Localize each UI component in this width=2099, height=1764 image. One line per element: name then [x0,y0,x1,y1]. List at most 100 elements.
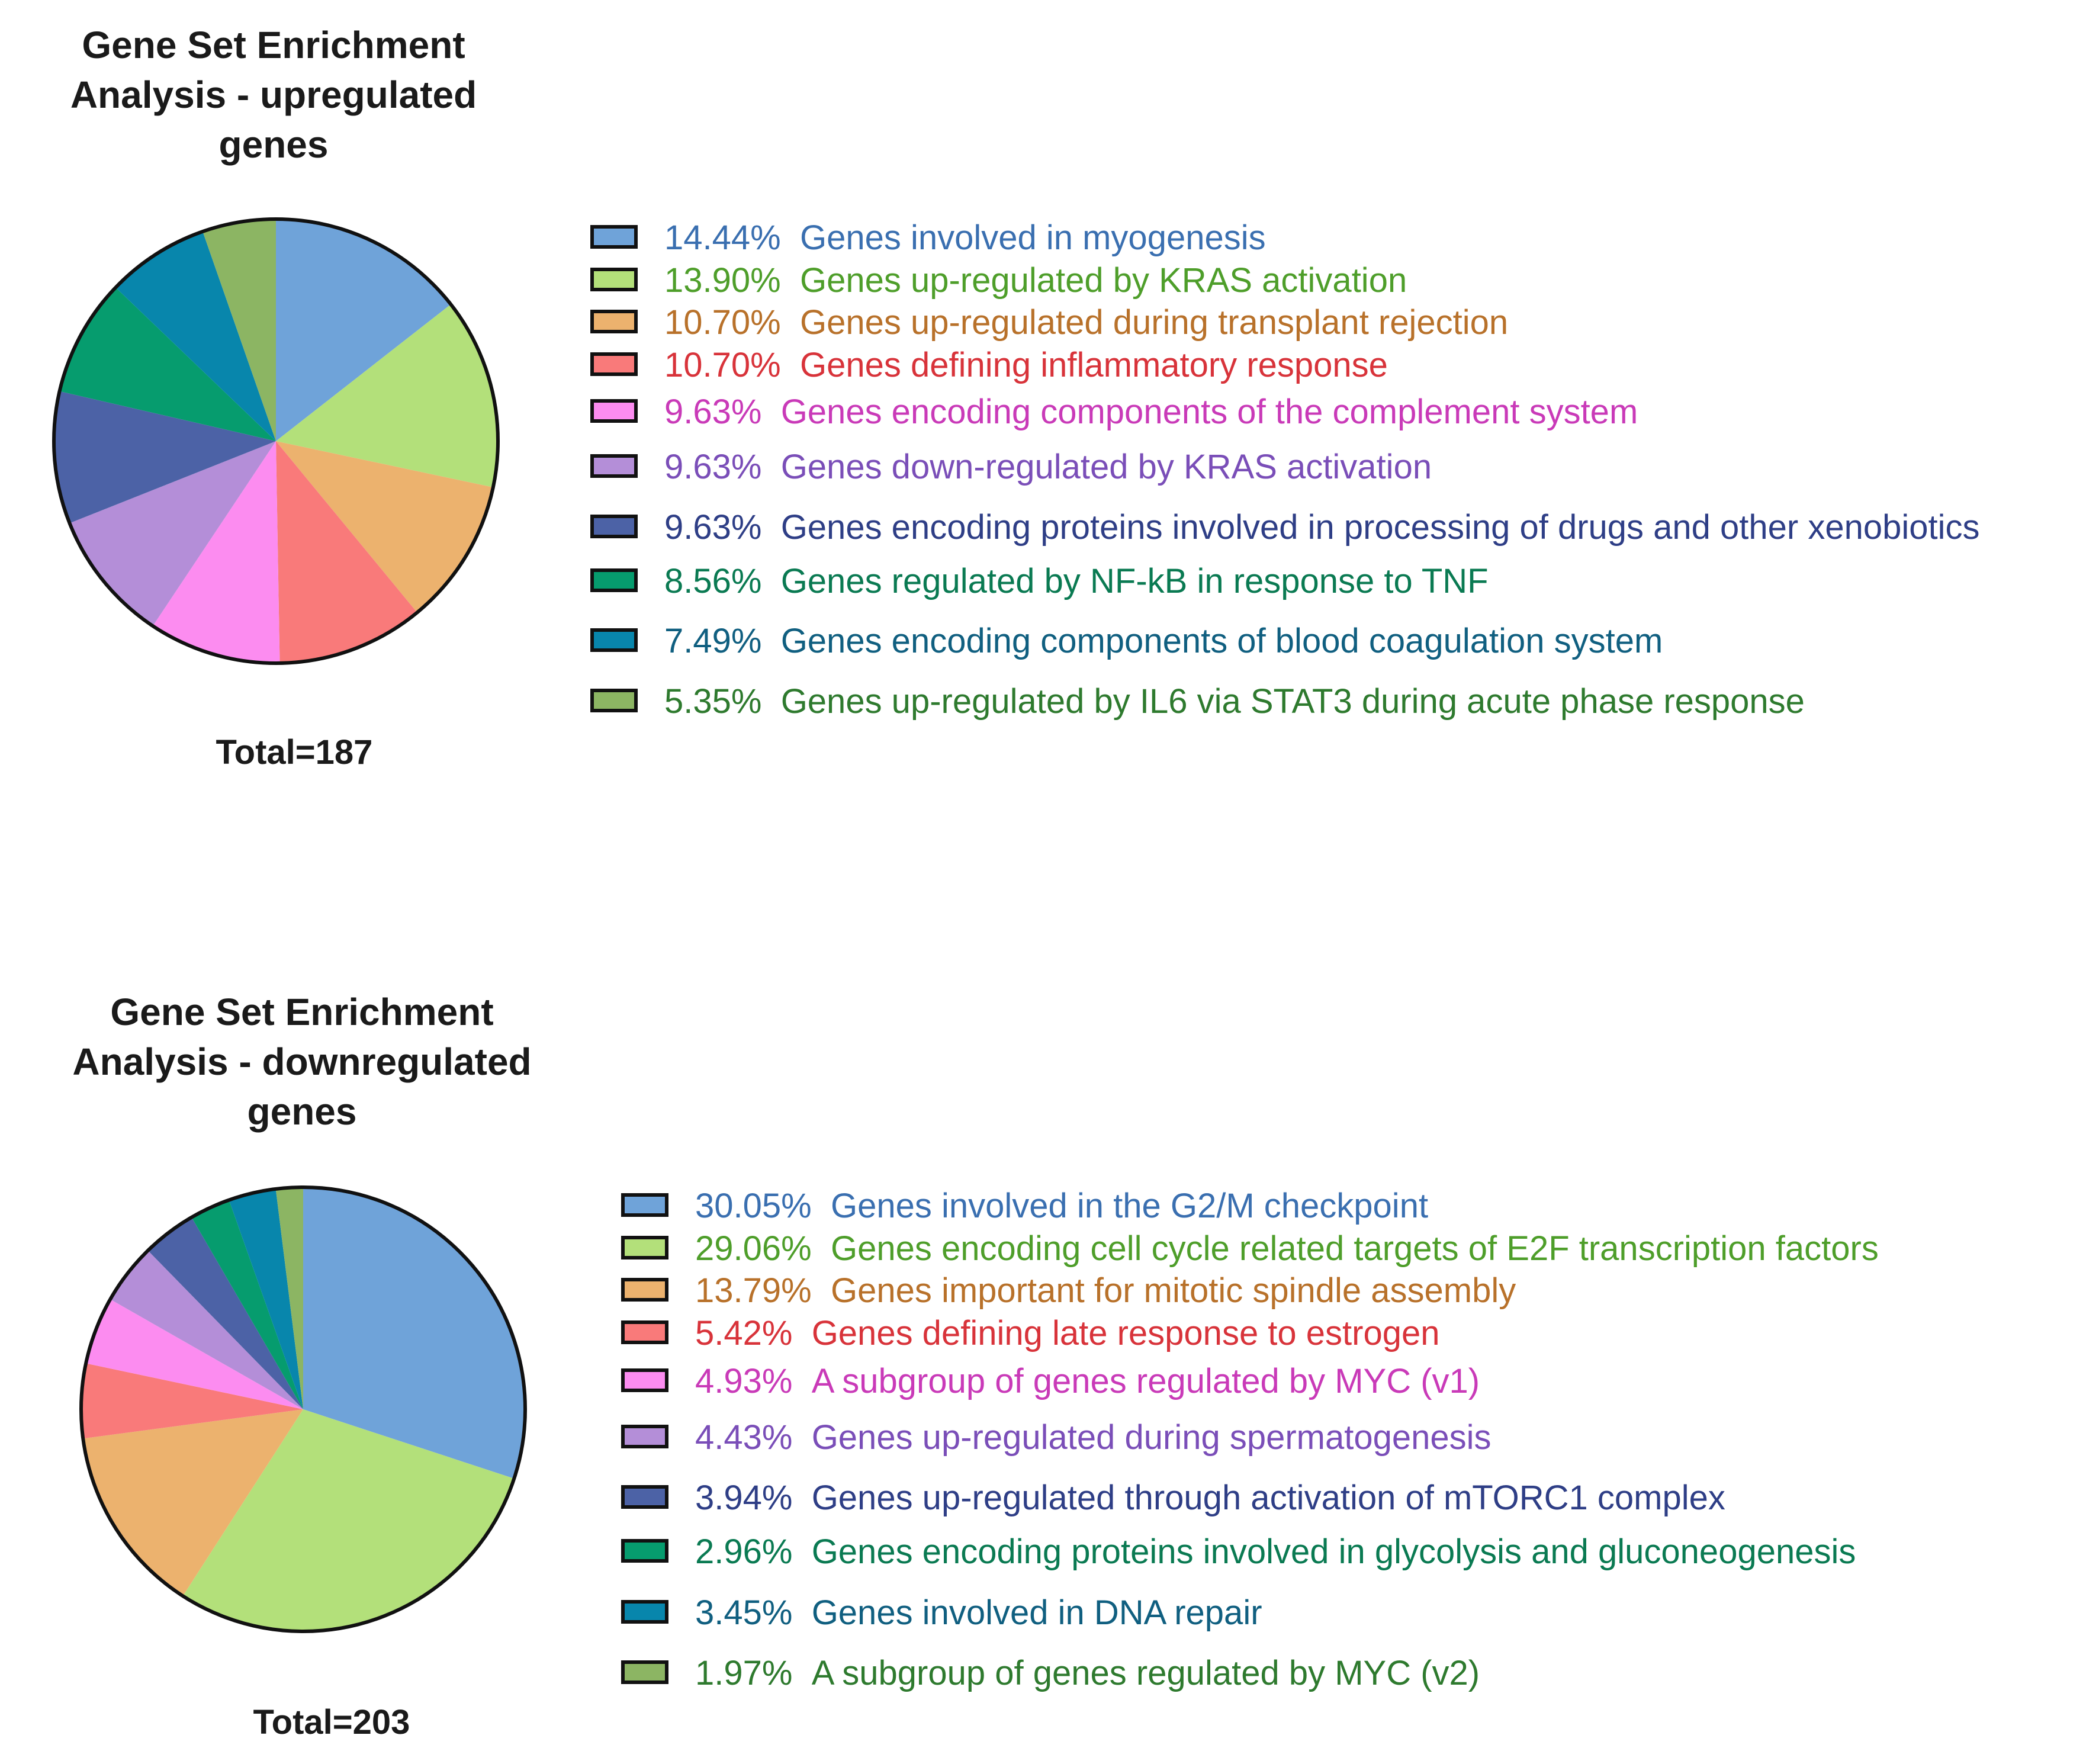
pie-slice [81,1363,304,1439]
total-label: Total=203 [253,1703,410,1741]
pie-slice [69,441,276,626]
legend-item: 4.93% A subgroup of genes regulated by M… [621,1362,1480,1400]
legend-item: 13.90% Genes up-regulated by KRAS activa… [590,261,1407,300]
legend-label: 3.94% Genes up-regulated through activat… [695,1479,1725,1517]
pie-slice [276,441,493,613]
chart-title-line: genes [247,1090,357,1133]
legend-label: 30.05% Genes involved in the G2/M checkp… [695,1187,1428,1225]
legend-category: A subgroup of genes regulated by MYC (v1… [812,1362,1480,1400]
legend-category: A subgroup of genes regulated by MYC (v2… [812,1654,1480,1692]
legend-swatch [590,628,638,652]
pie-slice [153,441,280,663]
pie-slice [54,391,276,523]
chart-title-line: Analysis - upregulated [70,73,477,116]
legend-percent: 10.70% [664,346,800,384]
pie-slice [276,219,451,441]
chart-title-line: genes [219,123,329,166]
pie-slice [83,1409,303,1596]
pie-slice [276,441,417,663]
legend-label: 29.06% Genes encoding cell cycle related… [695,1229,1879,1268]
legend-category: Genes regulated by NF-kB in response to … [781,562,1489,600]
legend-item: 30.05% Genes involved in the G2/M checkp… [621,1187,1428,1225]
legend-swatch [590,225,638,249]
legend-category: Genes defining late response to estrogen [812,1314,1440,1352]
legend-item: 1.97% A subgroup of genes regulated by M… [621,1654,1480,1692]
legend-swatch [621,1660,668,1684]
legend-label: 5.35% Genes up-regulated by IL6 via STAT… [664,682,1805,721]
legend-percent: 8.56% [664,562,781,600]
legend-item: 9.63% Genes encoding proteins involved i… [590,508,1980,547]
legend-category: Genes encoding proteins involved in glyc… [812,1532,1856,1571]
pie-slice [303,1187,525,1479]
legend: 14.44% Genes involved in myogenesis 13.90… [590,219,1980,721]
upregulated-pie-chart: Gene Set Enrichment Analysis - upregulate… [52,24,1980,772]
pie-slice [191,1200,303,1409]
pie-slice [59,287,276,441]
legend-label: 1.97% A subgroup of genes regulated by M… [695,1654,1480,1692]
pie-slice [147,1217,303,1409]
legend-item: 9.63% Genes down-regulated by KRAS activ… [590,448,1432,486]
pie-slice [115,231,277,441]
legend-percent: 9.63% [664,448,781,486]
legend-swatch [621,1425,668,1448]
legend-percent: 30.05% [695,1187,831,1225]
legend-swatch [590,352,638,376]
legend-label: 2.96% Genes encoding proteins involved i… [695,1532,1856,1571]
legend-swatch [590,689,638,712]
legend-swatch [590,268,638,291]
legend-item: 10.70% Genes defining inflammatory respo… [590,346,1388,384]
legend-label: 10.70% Genes up-regulated during transpl… [664,303,1508,342]
legend-label: 13.79% Genes important for mitotic spind… [695,1271,1516,1310]
chart-title: Gene Set Enrichment Analysis - downregula… [72,991,531,1133]
legend-swatch [590,399,638,423]
legend-category: Genes involved in the G2/M checkpoint [831,1187,1428,1225]
legend-item: 4.43% Genes up-regulated during spermato… [621,1418,1492,1457]
legend: 30.05% Genes involved in the G2/M checkp… [621,1187,1879,1692]
legend-label: 14.44% Genes involved in myogenesis [664,219,1266,257]
legend-label: 10.70% Genes defining inflammatory respo… [664,346,1388,384]
legend-label: 5.42% Genes defining late response to es… [695,1314,1440,1352]
legend-category: Genes up-regulated by KRAS activation [800,261,1407,300]
legend-label: 9.63% Genes encoding components of the c… [664,393,1638,431]
chart-title: Gene Set Enrichment Analysis - upregulate… [70,24,477,166]
legend-item: 14.44% Genes involved in myogenesis [590,219,1266,257]
legend-swatch [621,1320,668,1344]
legend-percent: 7.49% [664,622,781,660]
legend-percent: 29.06% [695,1229,831,1268]
legend-label: 4.93% A subgroup of genes regulated by M… [695,1362,1480,1400]
chart-title-line: Gene Set Enrichment [82,24,465,66]
legend-label: 8.56% Genes regulated by NF-kB in respon… [664,562,1489,600]
legend-percent: 3.45% [695,1593,812,1632]
legend-label: 9.63% Genes encoding proteins involved i… [664,508,1980,547]
pie-slice [275,1187,303,1409]
legend-category: Genes up-regulated by IL6 via STAT3 duri… [781,682,1805,721]
legend-percent: 5.35% [664,682,781,721]
legend-swatch [590,454,638,478]
legend-item: 2.96% Genes encoding proteins involved i… [621,1532,1856,1571]
legend-percent: 2.96% [695,1532,812,1571]
total-label: Total=187 [216,733,373,772]
legend-category: Genes down-regulated by KRAS activation [781,448,1432,486]
downregulated-pie-chart: Gene Set Enrichment Analysis - downregula… [72,991,1878,1741]
legend-swatch [621,1368,668,1392]
legend-item: 13.79% Genes important for mitotic spind… [621,1271,1516,1310]
legend-percent: 3.94% [695,1479,812,1517]
legend-category: Genes encoding cell cycle related target… [831,1229,1879,1268]
legend-item: 3.94% Genes up-regulated through activat… [621,1479,1725,1517]
legend-percent: 13.90% [664,261,800,300]
legend-category: Genes involved in DNA repair [812,1593,1262,1632]
legend-swatch [621,1278,668,1302]
legend-swatch [590,568,638,592]
legend-category: Genes up-regulated during transplant rej… [800,303,1508,342]
legend-percent: 10.70% [664,303,800,342]
legend-percent: 9.63% [664,393,781,431]
legend-category: Genes encoding proteins involved in proc… [781,508,1980,547]
chart-title-line: Analysis - downregulated [72,1040,531,1083]
legend-swatch [621,1236,668,1259]
legend-percent: 4.43% [695,1418,812,1457]
pie-slice [182,1409,515,1632]
legend-category: Genes defining inflammatory response [800,346,1388,384]
pie-outline [52,217,500,665]
legend-category: Genes encoding components of blood coagu… [781,622,1663,660]
